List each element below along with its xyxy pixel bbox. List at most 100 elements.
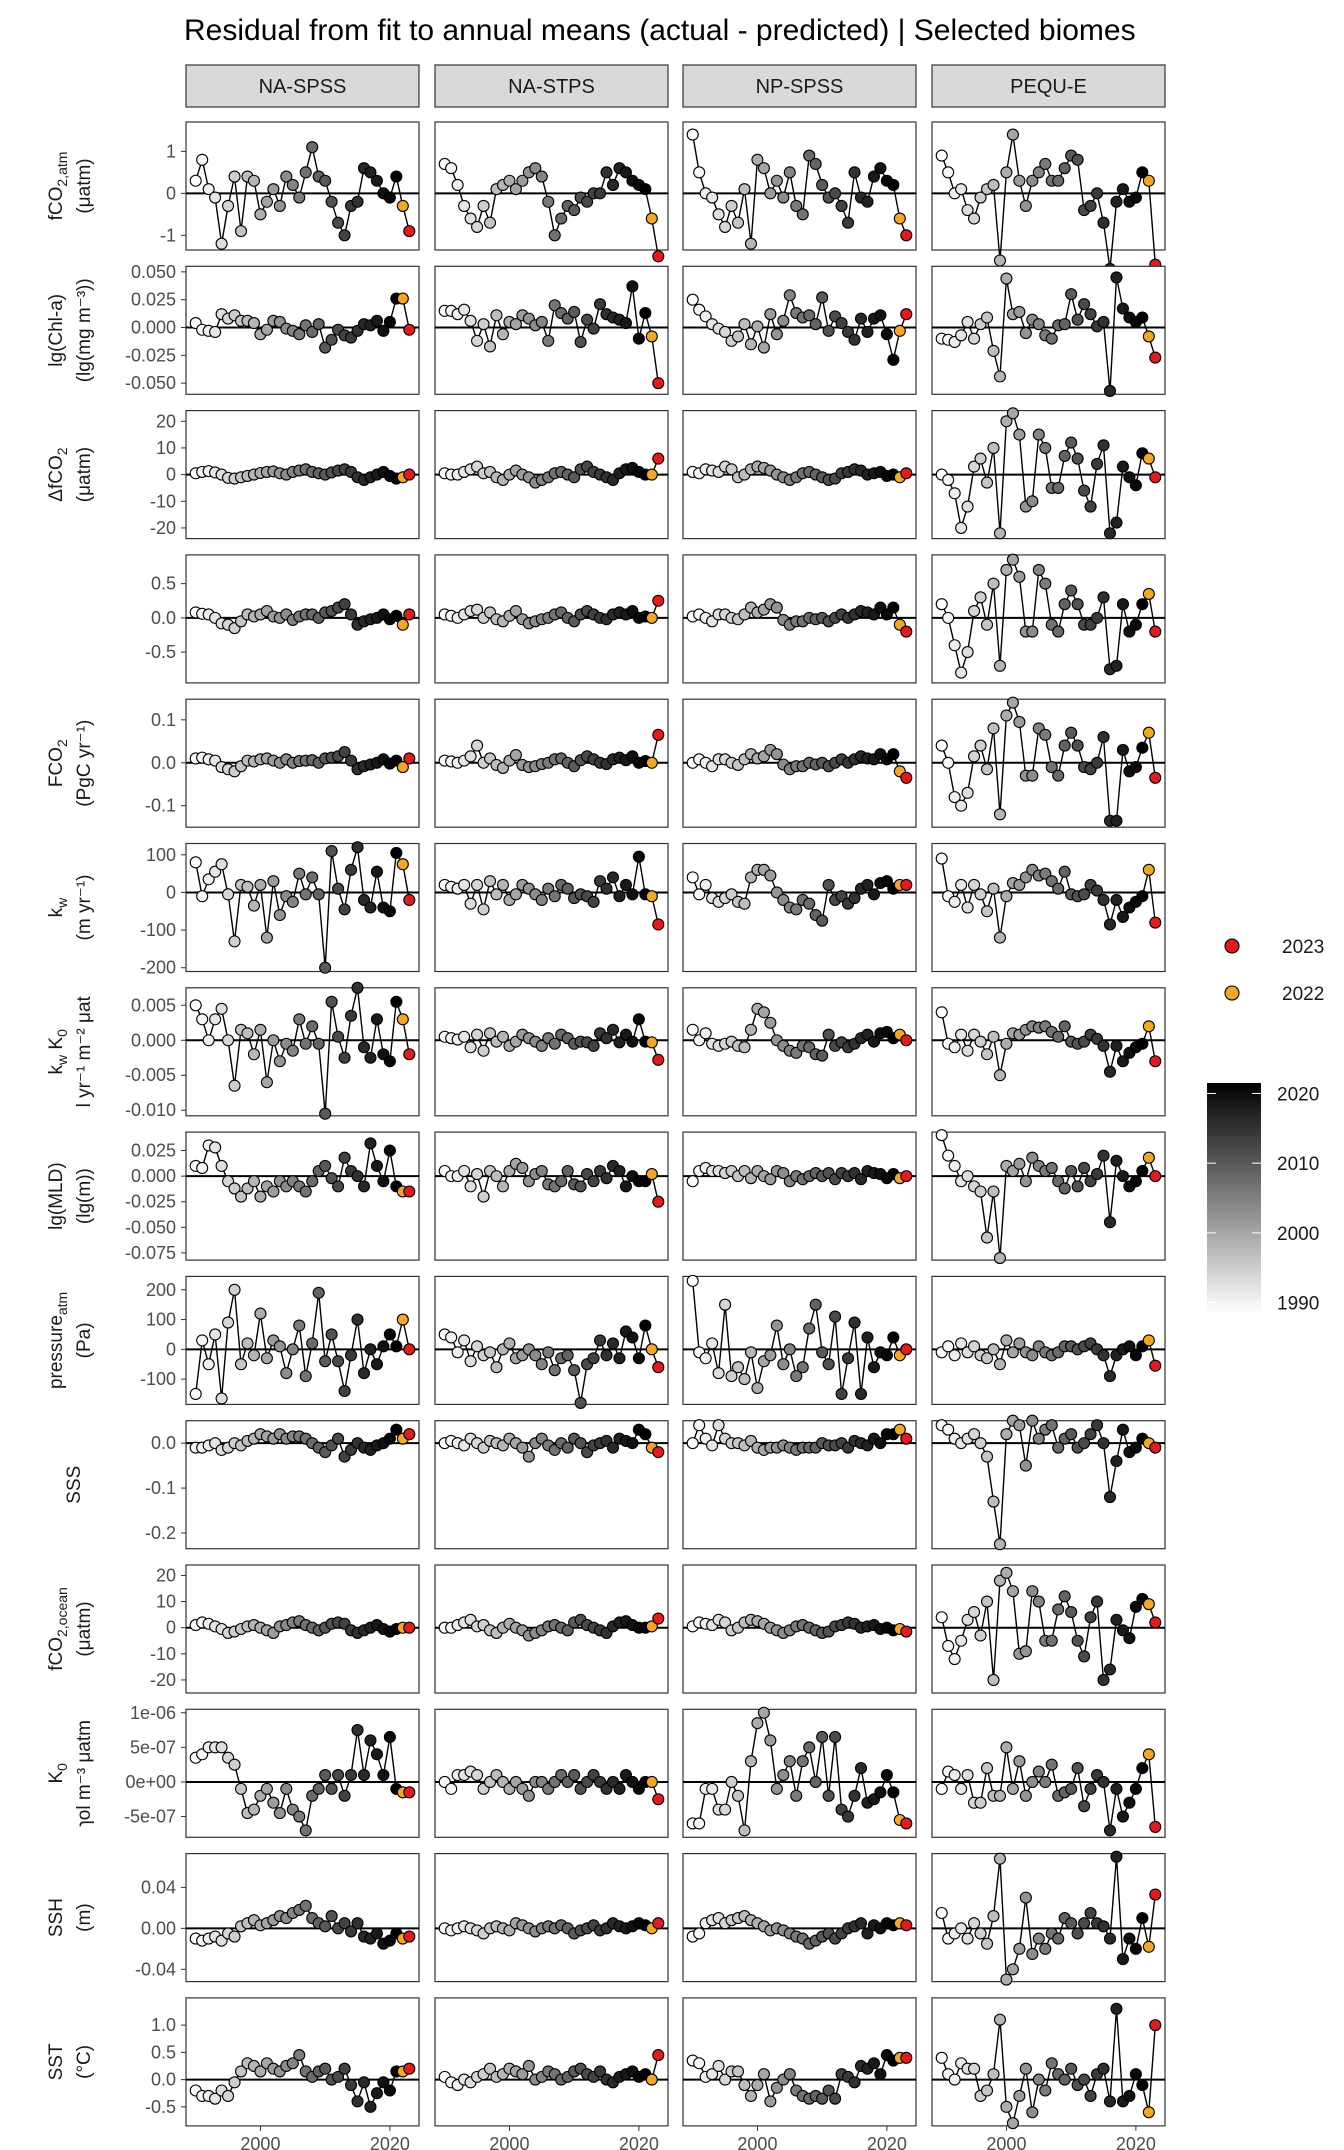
data-point xyxy=(286,178,299,192)
data-point xyxy=(900,467,913,480)
data-point xyxy=(652,1612,665,1625)
data-point xyxy=(900,2051,913,2064)
data-point xyxy=(848,333,861,346)
panels-layer: NA-SPSS NA-STPS NP-SPSS PEQU-E10-1fCO2,atm(… xyxy=(46,64,1166,2150)
data-point xyxy=(993,931,1007,944)
data-point xyxy=(247,1048,261,1061)
series-line xyxy=(941,134,1156,269)
data-point xyxy=(471,739,484,752)
data-point xyxy=(1026,625,1039,638)
data-point xyxy=(209,325,222,339)
panel-frame xyxy=(185,1852,420,1983)
data-point xyxy=(1110,2002,1123,2015)
data-point xyxy=(209,2092,222,2105)
data-point xyxy=(955,1782,968,1795)
panel-frame xyxy=(931,1275,1166,1406)
data-point xyxy=(247,1175,261,1188)
data-point xyxy=(1039,867,1052,880)
data-point xyxy=(1019,1891,1032,1904)
data-point xyxy=(490,309,503,322)
data-point xyxy=(948,1768,961,1782)
y-tick-label: 0.5 xyxy=(151,2042,176,2062)
data-point xyxy=(968,878,981,891)
data-point xyxy=(196,1013,209,1026)
y-axis-unit: (Pa) xyxy=(74,1322,95,1358)
data-point xyxy=(1013,1157,1026,1170)
data-point xyxy=(900,625,913,638)
y-axis-unit: l yr⁻¹ m⁻² μat xyxy=(74,995,95,1107)
data-point xyxy=(1071,1762,1084,1775)
data-point xyxy=(483,1027,497,1040)
legend-gradient-label: 2000 xyxy=(1277,1224,1319,1245)
data-point xyxy=(280,1367,293,1380)
data-point xyxy=(652,2049,665,2062)
data-point xyxy=(693,1927,706,1940)
data-point xyxy=(686,1023,699,1036)
data-point xyxy=(987,722,1000,735)
data-point xyxy=(396,1313,409,1326)
data-point xyxy=(574,335,587,349)
data-point xyxy=(357,2076,371,2089)
data-point xyxy=(1039,1942,1052,1955)
data-point xyxy=(900,1625,913,1638)
data-point xyxy=(942,473,955,486)
data-point xyxy=(993,659,1007,672)
data-point xyxy=(370,314,383,327)
data-point xyxy=(686,128,699,141)
data-point xyxy=(319,341,332,354)
data-point xyxy=(1097,1673,1110,1686)
data-point xyxy=(338,229,351,242)
data-point xyxy=(961,646,974,659)
data-point xyxy=(490,1170,503,1183)
data-point xyxy=(477,318,490,331)
y-tick-label: -10 xyxy=(150,1644,176,1664)
data-point xyxy=(483,1346,497,1359)
data-point xyxy=(738,318,751,331)
y-tick-label: -0.050 xyxy=(125,1217,176,1237)
data-point xyxy=(1110,271,1123,284)
data-point xyxy=(867,1361,880,1374)
data-point xyxy=(968,750,981,763)
data-point xyxy=(1000,563,1013,577)
data-point xyxy=(935,1611,948,1624)
data-point xyxy=(955,329,968,342)
data-point xyxy=(306,141,319,154)
data-point xyxy=(464,897,477,910)
data-point xyxy=(1065,1605,1078,1619)
data-point xyxy=(215,858,228,871)
data-point xyxy=(632,1352,645,1365)
data-point xyxy=(306,325,319,339)
data-point xyxy=(816,178,829,192)
data-point xyxy=(942,611,955,624)
data-point xyxy=(783,289,796,302)
data-point xyxy=(1129,618,1142,631)
data-point xyxy=(987,2068,1000,2081)
data-point xyxy=(1129,1782,1142,1795)
data-point xyxy=(693,888,706,901)
data-point xyxy=(652,377,665,390)
data-point xyxy=(1110,1613,1123,1626)
facet-strip-label: NP-SPSS xyxy=(756,76,844,98)
data-point xyxy=(403,1930,416,1943)
data-point xyxy=(1084,308,1097,321)
series-line xyxy=(195,987,410,1114)
data-point xyxy=(471,603,484,616)
data-point xyxy=(234,1782,248,1795)
data-point xyxy=(403,1185,416,1198)
data-point xyxy=(1129,1349,1142,1362)
data-point xyxy=(293,867,306,880)
data-point xyxy=(874,1437,887,1450)
data-point xyxy=(822,1789,835,1802)
data-point xyxy=(1090,611,1104,624)
data-point xyxy=(744,338,758,351)
y-tick-label: 0.04 xyxy=(141,1877,176,1897)
data-point xyxy=(254,1307,267,1320)
data-point xyxy=(234,2065,248,2078)
data-point xyxy=(1149,771,1162,784)
data-point xyxy=(383,2084,396,2097)
data-point xyxy=(587,1039,600,1052)
data-point xyxy=(1078,1650,1091,1663)
data-point xyxy=(299,1370,312,1383)
data-point xyxy=(738,183,751,196)
data-point xyxy=(209,191,222,204)
